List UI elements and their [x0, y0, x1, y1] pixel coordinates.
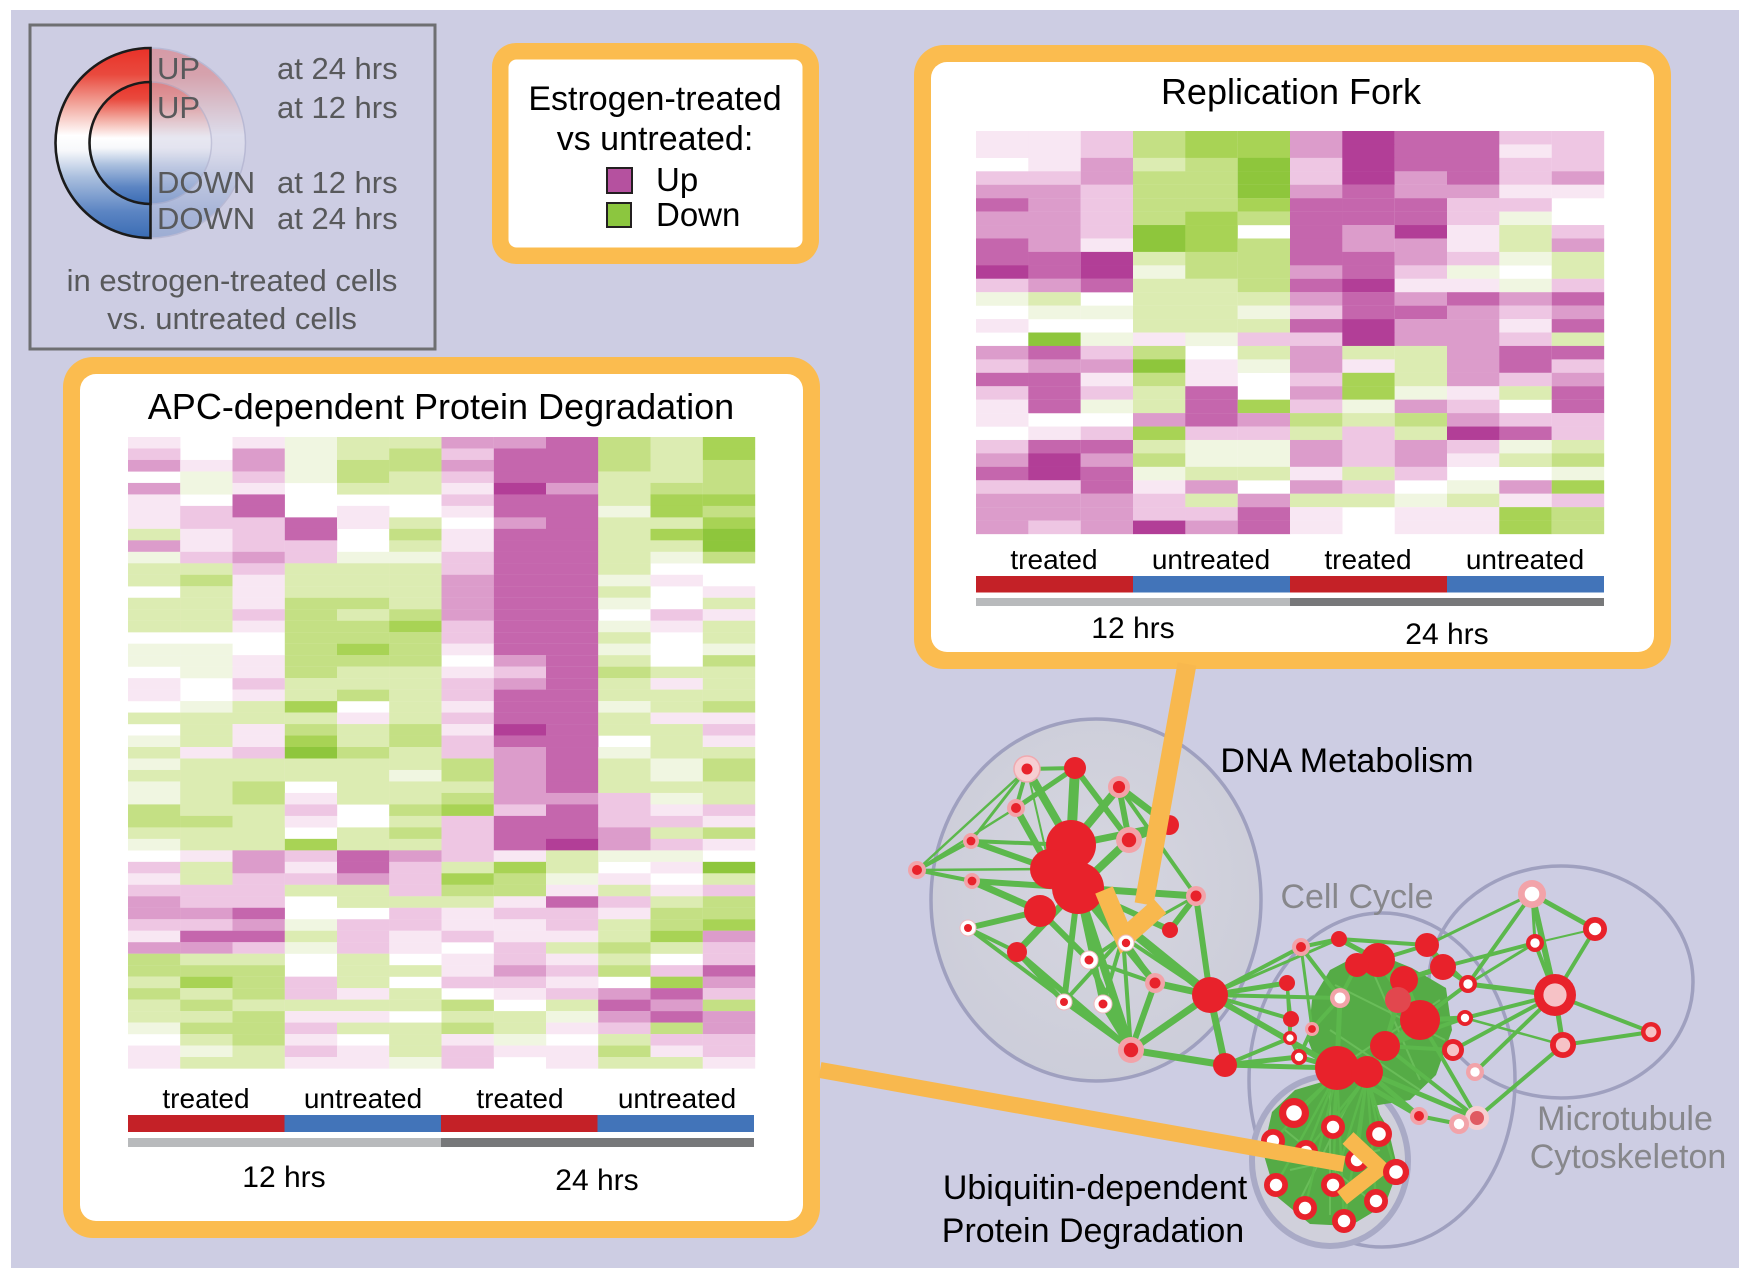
- svg-text:at 12 hrs: at 12 hrs: [277, 165, 398, 200]
- svg-text:Cell Cycle: Cell Cycle: [1280, 878, 1433, 916]
- svg-text:treated: treated: [476, 1083, 563, 1114]
- svg-text:untreated: untreated: [304, 1083, 422, 1114]
- svg-text:untreated: untreated: [1466, 544, 1584, 575]
- svg-text:Ubiquitin-dependent: Ubiquitin-dependent: [943, 1169, 1248, 1207]
- svg-text:DNA Metabolism: DNA Metabolism: [1220, 742, 1473, 780]
- svg-text:treated: treated: [162, 1083, 249, 1114]
- svg-text:Estrogen-treated: Estrogen-treated: [528, 80, 781, 118]
- svg-text:at 24 hrs: at 24 hrs: [277, 201, 398, 236]
- svg-text:in estrogen-treated cells: in estrogen-treated cells: [67, 263, 398, 298]
- svg-text:vs untreated:: vs untreated:: [557, 120, 754, 158]
- svg-text:DOWN: DOWN: [157, 201, 255, 236]
- svg-text:at 12 hrs: at 12 hrs: [277, 90, 398, 125]
- svg-text:treated: treated: [1010, 544, 1097, 575]
- svg-text:Down: Down: [656, 196, 740, 233]
- svg-text:UP: UP: [157, 51, 200, 86]
- svg-text:Microtubule: Microtubule: [1537, 1100, 1713, 1138]
- svg-text:treated: treated: [1324, 544, 1411, 575]
- svg-text:24 hrs: 24 hrs: [1405, 618, 1488, 651]
- svg-text:APC-dependent Protein Degradat: APC-dependent Protein Degradation: [148, 386, 734, 427]
- svg-text:vs. untreated cells: vs. untreated cells: [107, 301, 357, 336]
- svg-text:Up: Up: [656, 161, 698, 198]
- svg-text:Cytoskeleton: Cytoskeleton: [1530, 1138, 1727, 1176]
- svg-text:at 24 hrs: at 24 hrs: [277, 51, 398, 86]
- svg-text:untreated: untreated: [1152, 544, 1270, 575]
- svg-text:Protein Degradation: Protein Degradation: [942, 1212, 1244, 1250]
- svg-text:UP: UP: [157, 90, 200, 125]
- svg-text:12 hrs: 12 hrs: [1091, 612, 1174, 645]
- svg-text:Replication Fork: Replication Fork: [1161, 71, 1422, 112]
- svg-text:24 hrs: 24 hrs: [555, 1164, 638, 1197]
- svg-text:untreated: untreated: [618, 1083, 736, 1114]
- svg-text:12 hrs: 12 hrs: [242, 1161, 325, 1194]
- svg-text:DOWN: DOWN: [157, 165, 255, 200]
